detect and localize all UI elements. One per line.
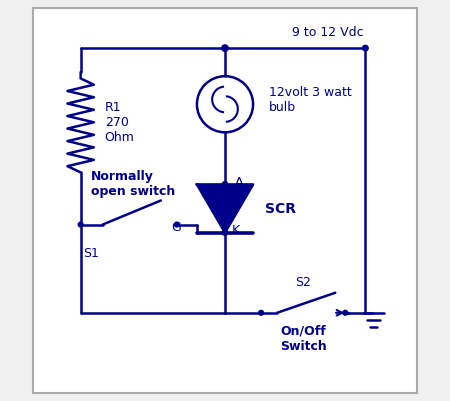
Circle shape [78,222,83,227]
Text: Normally
open switch: Normally open switch [90,170,175,198]
Polygon shape [197,184,253,233]
Text: 9 to 12 Vdc: 9 to 12 Vdc [292,26,363,38]
Text: A: A [235,176,243,189]
Circle shape [175,222,179,227]
Circle shape [363,45,368,51]
Text: SCR: SCR [265,202,296,215]
Text: K: K [232,224,240,237]
Circle shape [222,182,228,187]
Text: G: G [171,221,181,234]
Circle shape [259,310,264,315]
Text: S1: S1 [83,247,99,259]
Circle shape [343,310,348,315]
Text: R1
270
Ohm: R1 270 Ohm [105,101,135,144]
Circle shape [222,230,228,235]
Text: On/Off
Switch: On/Off Switch [280,325,327,353]
Text: 12volt 3 watt
bulb: 12volt 3 watt bulb [269,86,352,114]
Text: S2: S2 [295,276,311,289]
FancyBboxPatch shape [32,8,418,393]
Circle shape [222,45,228,51]
